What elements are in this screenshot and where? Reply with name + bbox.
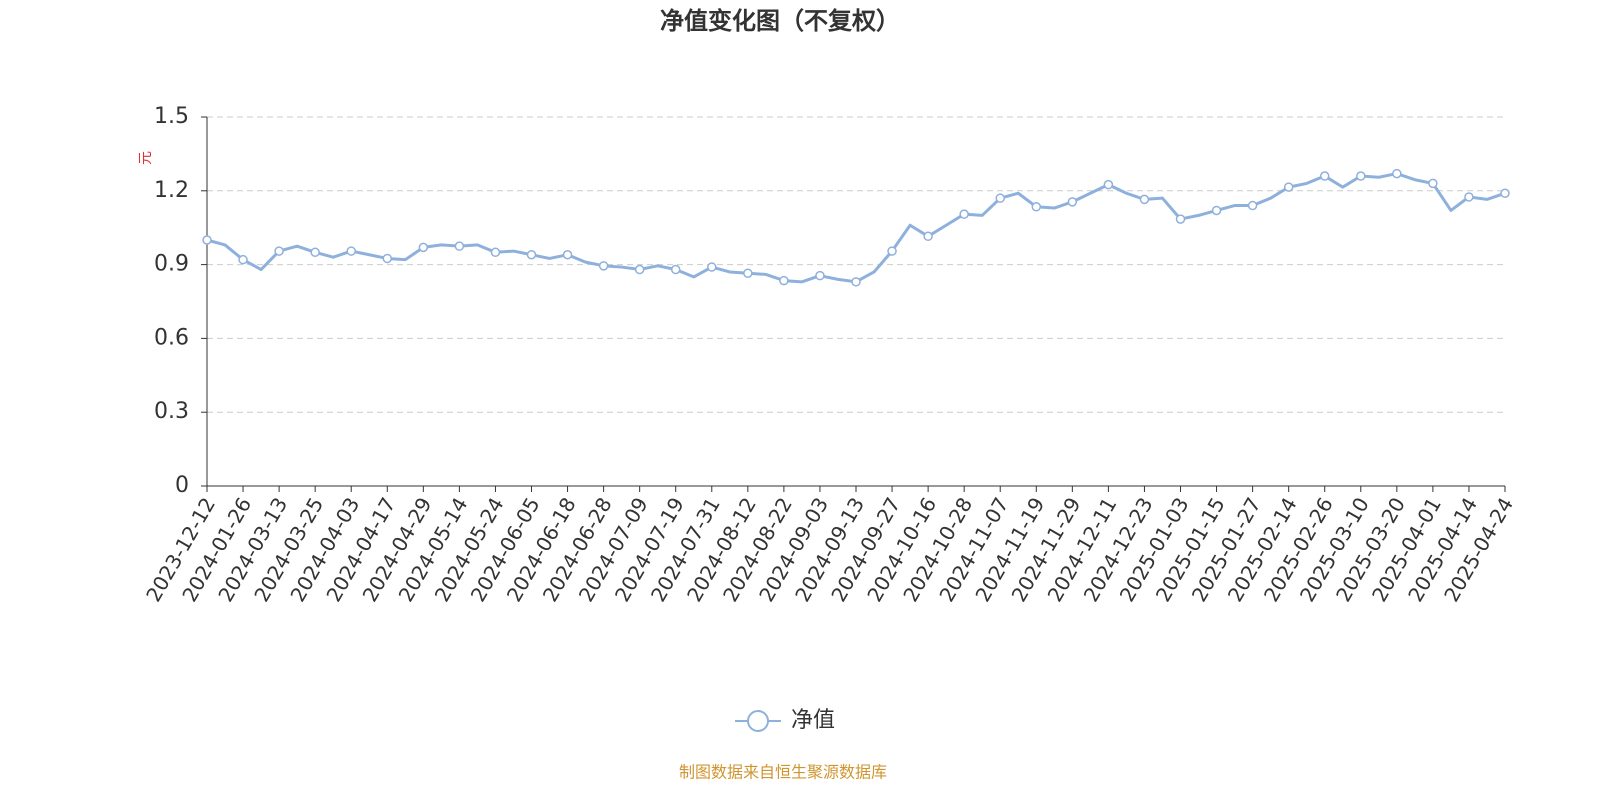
data-point [238,254,248,265]
data-line [206,172,1506,284]
data-point [598,261,609,271]
y-tick-label: 0 [175,473,189,498]
data-point [274,246,284,256]
data-point [1464,192,1474,202]
legend-marker [747,710,769,732]
data-point [1247,200,1258,211]
data-point [346,246,356,256]
data-point [1139,194,1150,205]
data-point [1031,202,1042,212]
data-point [418,242,429,253]
data-point [670,264,681,275]
data-point [562,250,573,260]
data-point [1392,168,1402,179]
y-tick-label: 0.3 [154,399,189,424]
data-point [634,264,645,275]
source-note: 制图数据来自恒生聚源数据库 [679,763,887,782]
data-point [310,247,320,258]
data-point [959,209,969,219]
data-point [1175,214,1186,224]
data-point [887,246,897,256]
y-tick-label: 0.6 [154,325,189,350]
data-point [382,253,393,264]
y-tick-label: 1.5 [154,104,189,129]
data-point [851,277,861,287]
data-point [1356,171,1366,181]
data-point [923,231,933,242]
data-point [1103,179,1114,190]
data-point [490,247,501,258]
chart-title: 净值变化图（不复权） [660,7,900,35]
y-axis-label: 元 [138,151,154,165]
data-point [526,250,537,260]
y-tick-label: 0.9 [154,252,189,277]
data-point [1211,205,1222,216]
data-point [202,235,212,245]
data-point [707,262,717,272]
data-point [1428,178,1438,189]
data-point [454,241,465,251]
legend-label: 净值 [791,708,835,733]
data-point [1067,197,1078,207]
data-point [1500,188,1510,199]
data-point [1319,171,1330,181]
data-point [995,193,1005,203]
y-tick-label: 1.2 [154,178,189,203]
data-point [743,268,753,278]
data-point [779,275,789,286]
data-point [815,270,825,281]
data-point [1283,182,1294,192]
